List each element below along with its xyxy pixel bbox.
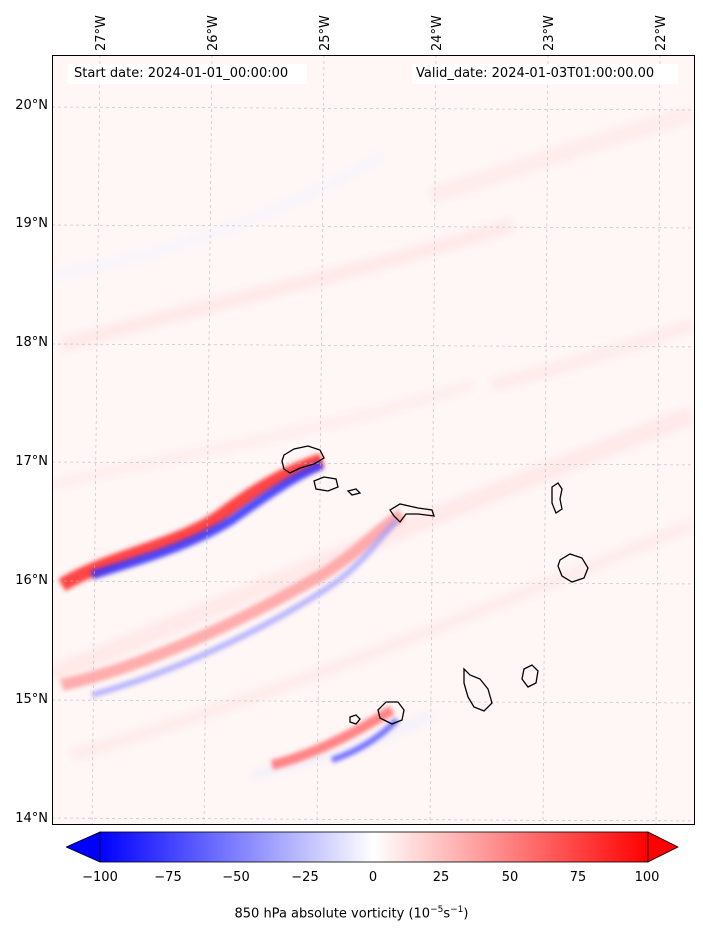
colorbar-tick: 25: [432, 870, 450, 885]
middle-vorticity-streak: [60, 509, 405, 698]
island-boa-vista: [557, 553, 589, 583]
island-sal: [551, 482, 563, 514]
island-santiago: [463, 667, 493, 712]
vorticity-map: [52, 55, 695, 825]
colorbar-tick: −50: [222, 870, 250, 885]
colorbar-tick: 100: [634, 870, 660, 885]
lat-label-20n: 20°N: [15, 98, 48, 113]
gridlines: [52, 55, 695, 825]
lat-label-16n: 16°N: [15, 573, 48, 588]
lat-label-14n: 14°N: [15, 811, 48, 826]
lon-label-26w: 26°W: [206, 15, 221, 51]
colorbar: [66, 831, 679, 863]
lat-label-15n: 15°N: [15, 692, 48, 707]
colorbar-label-exp2: −1: [450, 905, 464, 915]
valid-date-label: Valid_date: 2024-01-03T01:00:00.00: [416, 66, 655, 81]
colorbar-tick: 50: [501, 870, 519, 885]
island-santo-antao: [281, 445, 325, 474]
lon-label-22w: 22°W: [654, 15, 669, 51]
start-date-box: [67, 64, 307, 84]
colorbar-label-exp1: −5: [430, 905, 444, 915]
background-streaks: [52, 107, 695, 779]
colorbar-tick: 75: [569, 870, 587, 885]
colorbar-label-end: ): [463, 906, 469, 922]
island-outlines: [281, 445, 589, 725]
lon-label-25w: 25°W: [318, 15, 333, 51]
valid-date-box: [412, 64, 678, 84]
colorbar-tick: −25: [291, 870, 319, 885]
colorbar-label-unit: s: [443, 906, 451, 922]
island-maio: [521, 664, 539, 688]
island-santa-luzia: [346, 488, 362, 496]
colorbar-tick: −75: [154, 870, 182, 885]
lat-label-19n: 19°N: [15, 216, 48, 231]
island-sao-vicente: [313, 476, 339, 492]
map-border: [52, 55, 695, 825]
colorbar-label-text: 850 hPa absolute vorticity (10: [234, 906, 431, 922]
island-fogo: [377, 701, 405, 725]
colorbar-tick: −100: [82, 870, 118, 885]
start-date-label: Start date: 2024-01-01_00:00:00: [74, 66, 289, 81]
colorbar-tick: 0: [368, 870, 378, 885]
lon-label-24w: 24°W: [430, 15, 445, 51]
lon-label-23w: 23°W: [542, 15, 557, 51]
colorbar-body: [99, 831, 649, 863]
colorbar-low-extend: [66, 831, 101, 863]
lon-label-27w: 27°W: [94, 15, 109, 51]
map-background: [52, 55, 695, 825]
colorbar-label: 850 hPa absolute vorticity (10−5s−1): [0, 905, 703, 921]
lat-label-18n: 18°N: [15, 335, 48, 350]
lat-label-17n: 17°N: [15, 454, 48, 469]
colorbar-high-extend: [647, 831, 679, 863]
island-sao-nicolau: [389, 503, 435, 523]
island-brava: [349, 714, 361, 725]
